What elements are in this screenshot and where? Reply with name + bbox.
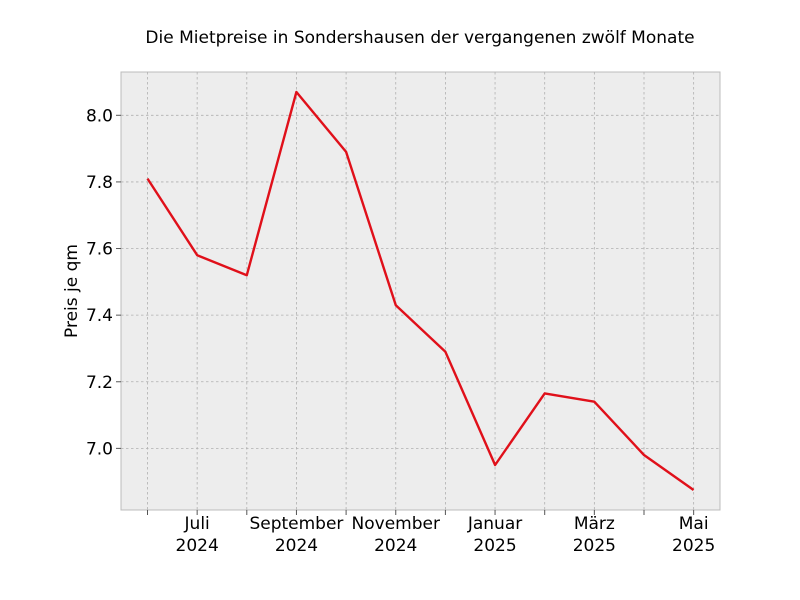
y-axis-label: Preis je qm [62,244,82,338]
chart-title: Die Mietpreise in Sondershausen der verg… [145,28,694,48]
y-tick-label: 7.0 [86,439,113,459]
x-tick-label: November 2024 [352,514,440,556]
x-tick-label: Juli 2024 [176,514,219,556]
series-line [146,90,695,491]
x-tick-label: September 2024 [249,514,343,556]
y-tick-label: 7.2 [86,373,113,393]
plot-area [120,71,721,511]
y-tick-label: 8.0 [86,106,113,126]
series-layer [146,90,695,491]
axis-ticks: 7.0 7.2 7.4 7.6 7.8 8.0 Juli 2024 September 2024N… [86,106,715,556]
y-tick-label: 7.6 [86,240,113,260]
x-tick-label: Januar 2025 [467,514,522,556]
x-tick-label: März 2025 [573,514,616,556]
x-tick-label: Mai 2025 [672,514,715,556]
y-tick-label: 7.4 [86,306,113,326]
y-tick-label: 7.8 [86,173,113,193]
grid [121,72,720,510]
